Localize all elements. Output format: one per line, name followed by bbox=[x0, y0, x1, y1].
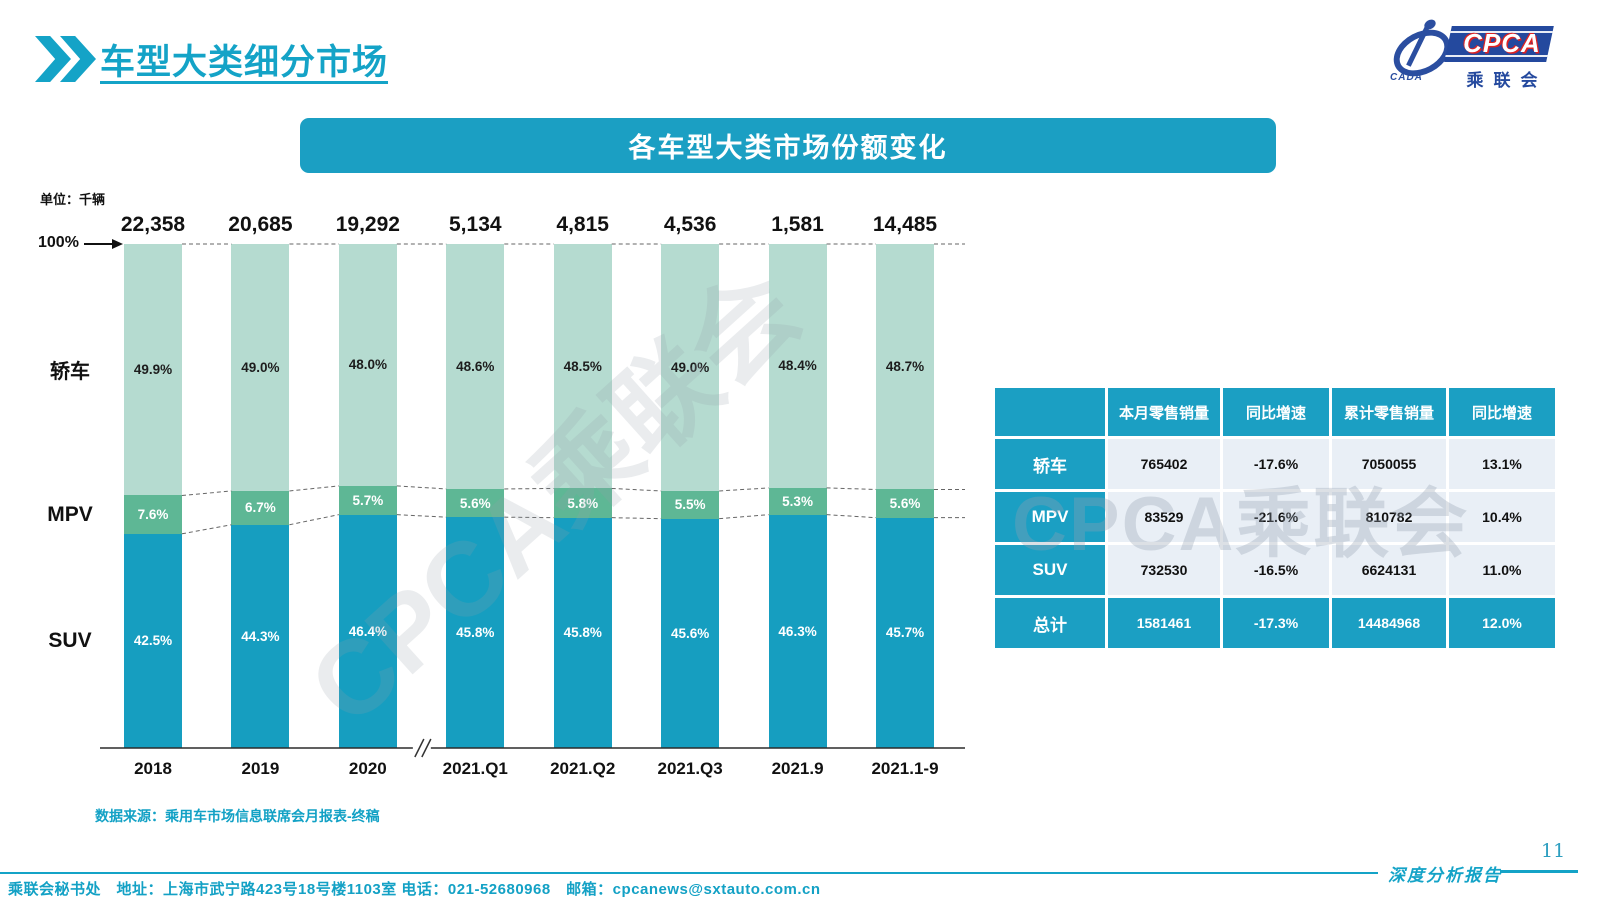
bar-segment-sedan: 48.0% bbox=[338, 244, 397, 486]
table-value-cell: -21.6% bbox=[1223, 492, 1329, 542]
bar-total-label: 19,292 bbox=[335, 213, 400, 236]
bar-segment-mpv: 7.6% bbox=[124, 495, 182, 534]
bar-segment-mpv: 5.6% bbox=[876, 489, 934, 518]
table-row-label: 轿车 bbox=[995, 439, 1105, 489]
bar-segment-sedan: 48.7% bbox=[876, 244, 934, 490]
table-value-cell: -17.3% bbox=[1223, 598, 1329, 648]
report-type-label: 深度分析报告 bbox=[1388, 866, 1502, 886]
bar-segment-mpv: 5.3% bbox=[768, 487, 827, 515]
bar-segment-mpv: 5.5% bbox=[661, 490, 720, 519]
table-row-label: SUV bbox=[995, 545, 1105, 595]
bar-segment-sedan: 48.6% bbox=[446, 244, 505, 489]
table-header-cell: 同比增速 bbox=[1449, 388, 1555, 436]
bar-segment-suv: 46.4% bbox=[338, 514, 397, 748]
x-tick-label: 2021.Q2 bbox=[550, 759, 616, 778]
bar-segment-mpv: 5.6% bbox=[446, 488, 505, 518]
bar-segment-mpv: 5.7% bbox=[338, 485, 397, 515]
bar-segment-sedan: 48.5% bbox=[553, 244, 612, 489]
table-value-cell: 7050055 bbox=[1332, 439, 1446, 489]
bar-segment-mpv: 5.8% bbox=[553, 488, 612, 518]
footer-divider bbox=[0, 872, 1378, 874]
bar-segment-suv: 45.8% bbox=[553, 517, 612, 748]
x-tick-label: 2021.Q1 bbox=[442, 759, 508, 778]
x-tick-label: 2018 bbox=[134, 759, 172, 778]
page-number: 11 bbox=[1541, 840, 1566, 862]
x-tick-label: 2020 bbox=[348, 759, 387, 778]
cpca-logo: CADA CPCA 乘联会 bbox=[1385, 17, 1556, 90]
table-value-cell: 83529 bbox=[1108, 492, 1220, 542]
series-label-suv: SUV bbox=[48, 629, 92, 652]
table-value-cell: 14484968 bbox=[1332, 598, 1446, 648]
page-title: 车型大类细分市场 bbox=[100, 43, 389, 82]
bar-total-label: 4,536 bbox=[663, 213, 717, 236]
data-source-note: 数据来源：乘用车市场信息联席会月报表-终稿 bbox=[95, 808, 380, 824]
table-value-cell: 732530 bbox=[1108, 545, 1220, 595]
bar-segment-suv: 46.3% bbox=[768, 514, 827, 748]
table-value-cell: 810782 bbox=[1332, 492, 1446, 542]
bar-total-label: 1,581 bbox=[771, 213, 824, 236]
table-row-label: 总计 bbox=[995, 598, 1105, 648]
bar-segment-suv: 45.6% bbox=[661, 518, 720, 748]
unit-label: 单位：千辆 bbox=[40, 192, 106, 207]
bar-total-label: 5,134 bbox=[449, 213, 502, 236]
table-value-cell: -17.6% bbox=[1223, 439, 1329, 489]
x-tick-label: 2021.1-9 bbox=[871, 759, 939, 778]
table-value-cell: -16.5% bbox=[1223, 545, 1329, 595]
chart-title-banner: 各车型大类市场份额变化 bbox=[300, 118, 1276, 173]
bar-segment-sedan: 49.0% bbox=[231, 244, 290, 491]
logo-cada-text: CADA bbox=[1390, 72, 1423, 83]
bar-segment-suv: 45.7% bbox=[876, 517, 934, 748]
table-value-cell: 1581461 bbox=[1108, 598, 1220, 648]
footer-divider bbox=[1500, 870, 1578, 873]
bar-segment-suv: 42.5% bbox=[124, 533, 182, 748]
table-value-cell: 13.1% bbox=[1449, 439, 1555, 489]
bar-segment-sedan: 49.9% bbox=[124, 244, 182, 496]
table-value-cell: 6624131 bbox=[1332, 545, 1446, 595]
table-corner-cell bbox=[995, 388, 1105, 436]
table-header-cell: 本月零售销量 bbox=[1108, 388, 1220, 436]
retail-sales-table: 本月零售销量 同比增速 累计零售销量 同比增速 轿车 765402 -17.6% 705005… bbox=[995, 388, 1555, 648]
bar-segment-sedan: 49.0% bbox=[661, 244, 720, 491]
x-tick-label: 2019 bbox=[241, 759, 280, 778]
table-value-cell: 12.0% bbox=[1449, 598, 1555, 648]
table-value-cell: 11.0% bbox=[1449, 545, 1555, 595]
bar-segment-sedan: 48.4% bbox=[768, 244, 827, 488]
table-value-cell: 10.4% bbox=[1449, 492, 1555, 542]
bar-segment-mpv: 6.7% bbox=[231, 490, 290, 525]
x-tick-label: 2021.Q3 bbox=[657, 759, 723, 778]
bar-total-label: 22,358 bbox=[120, 213, 186, 236]
bar-total-label: 20,685 bbox=[228, 213, 293, 236]
bar-segment-suv: 45.8% bbox=[446, 517, 505, 748]
bar-segment-suv: 44.3% bbox=[231, 524, 290, 748]
x-tick-label: 2021.9 bbox=[771, 759, 824, 778]
bar-total-label: 4,815 bbox=[556, 213, 609, 236]
table-row-label: MPV bbox=[995, 492, 1105, 542]
table-value-cell: 765402 bbox=[1108, 439, 1220, 489]
bar-total-label: 14,485 bbox=[872, 213, 938, 236]
table-header-cell: 累计零售销量 bbox=[1332, 388, 1446, 436]
axis-100-label: 100% bbox=[38, 234, 79, 251]
logo-cpca-text: CPCA bbox=[1463, 28, 1541, 58]
series-label-sedan: 轿车 bbox=[50, 361, 90, 383]
footer-contact-info: 乘联会秘书处 地址：上海市武宁路423号18号楼1103室 电话：021-526… bbox=[8, 881, 821, 898]
table-header-cell: 同比增速 bbox=[1223, 388, 1329, 436]
series-label-mpv: MPV bbox=[47, 503, 93, 526]
logo-chinese-name: 乘联会 bbox=[1466, 71, 1548, 90]
